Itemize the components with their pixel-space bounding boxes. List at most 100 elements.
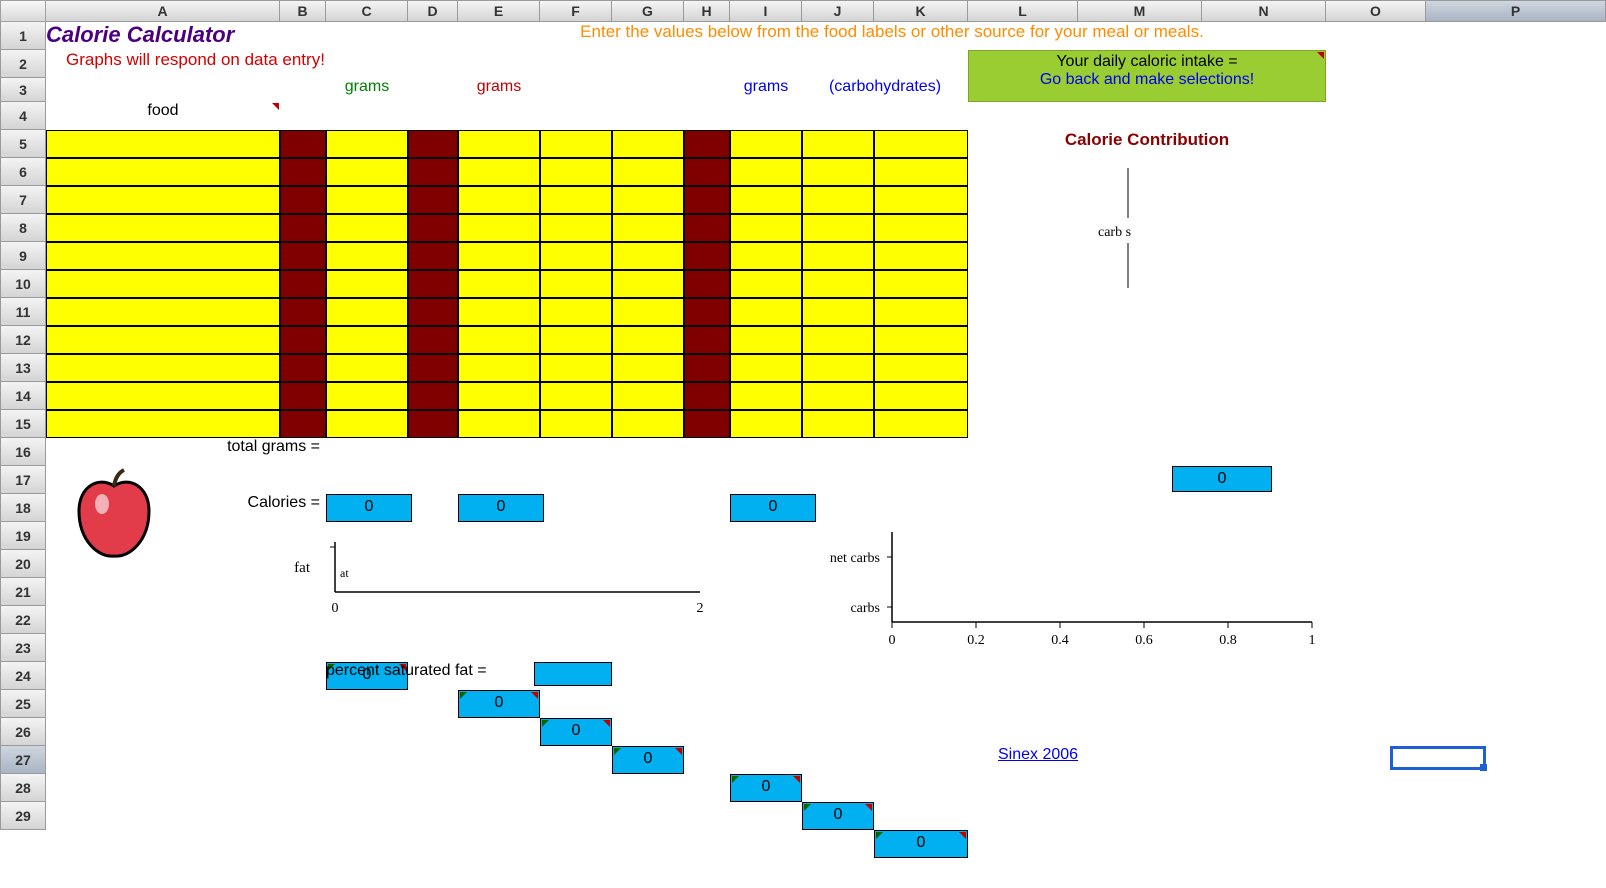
input-cell[interactable] <box>730 326 802 354</box>
input-cell[interactable] <box>874 354 968 382</box>
input-cell[interactable] <box>874 326 968 354</box>
input-cell[interactable] <box>612 214 684 242</box>
credit-link[interactable]: Sinex 2006 <box>998 746 1232 774</box>
input-cell[interactable] <box>612 242 684 270</box>
input-cell[interactable] <box>46 354 280 382</box>
col-header-B[interactable]: B <box>280 0 326 22</box>
row-header-10[interactable]: 10 <box>0 270 46 298</box>
input-cell[interactable] <box>326 270 408 298</box>
input-cell[interactable] <box>46 298 280 326</box>
input-cell[interactable] <box>326 186 408 214</box>
input-cell[interactable] <box>540 382 612 410</box>
input-cell[interactable] <box>730 298 802 326</box>
input-cell[interactable] <box>458 354 540 382</box>
input-cell[interactable] <box>802 242 874 270</box>
input-cell[interactable] <box>46 242 280 270</box>
input-cell[interactable] <box>612 298 684 326</box>
select-all-corner[interactable] <box>0 0 46 22</box>
col-header-K[interactable]: K <box>874 0 968 22</box>
input-cell[interactable] <box>540 186 612 214</box>
input-cell[interactable] <box>540 242 612 270</box>
input-cell[interactable] <box>874 382 968 410</box>
input-cell[interactable] <box>458 270 540 298</box>
input-cell[interactable] <box>458 298 540 326</box>
input-cell[interactable] <box>326 354 408 382</box>
input-cell[interactable] <box>540 158 612 186</box>
input-cell[interactable] <box>874 410 968 438</box>
input-cell[interactable] <box>540 298 612 326</box>
row-header-23[interactable]: 23 <box>0 634 46 662</box>
input-cell[interactable] <box>612 186 684 214</box>
row-header-14[interactable]: 14 <box>0 382 46 410</box>
row-header-24[interactable]: 24 <box>0 662 46 690</box>
input-cell[interactable] <box>874 214 968 242</box>
input-cell[interactable] <box>326 298 408 326</box>
row-header-5[interactable]: 5 <box>0 130 46 158</box>
input-cell[interactable] <box>730 354 802 382</box>
row-header-20[interactable]: 20 <box>0 550 46 578</box>
input-cell[interactable] <box>326 214 408 242</box>
input-cell[interactable] <box>874 186 968 214</box>
input-cell[interactable] <box>540 130 612 158</box>
row-header-28[interactable]: 28 <box>0 774 46 802</box>
input-cell[interactable] <box>326 158 408 186</box>
input-cell[interactable] <box>46 214 280 242</box>
row-header-1[interactable]: 1 <box>0 22 46 50</box>
input-cell[interactable] <box>458 186 540 214</box>
input-cell[interactable] <box>46 186 280 214</box>
input-cell[interactable] <box>46 270 280 298</box>
input-cell[interactable] <box>326 242 408 270</box>
input-cell[interactable] <box>612 382 684 410</box>
row-header-17[interactable]: 17 <box>0 466 46 494</box>
input-cell[interactable] <box>874 130 968 158</box>
row-header-8[interactable]: 8 <box>0 214 46 242</box>
input-cell[interactable] <box>802 410 874 438</box>
input-cell[interactable] <box>540 410 612 438</box>
input-cell[interactable] <box>458 214 540 242</box>
row-header-16[interactable]: 16 <box>0 438 46 466</box>
input-cell[interactable] <box>730 270 802 298</box>
input-cell[interactable] <box>874 270 968 298</box>
input-cell[interactable] <box>46 410 280 438</box>
input-cell[interactable] <box>612 270 684 298</box>
input-cell[interactable] <box>802 298 874 326</box>
row-header-11[interactable]: 11 <box>0 298 46 326</box>
input-cell[interactable] <box>46 158 280 186</box>
input-cell[interactable] <box>612 354 684 382</box>
col-header-A[interactable]: A <box>46 0 280 22</box>
col-header-M[interactable]: M <box>1078 0 1202 22</box>
col-header-J[interactable]: J <box>802 0 874 22</box>
col-header-I[interactable]: I <box>730 0 802 22</box>
row-header-9[interactable]: 9 <box>0 242 46 270</box>
selected-cell[interactable] <box>1390 746 1486 770</box>
input-cell[interactable] <box>730 242 802 270</box>
input-cell[interactable] <box>874 298 968 326</box>
row-header-6[interactable]: 6 <box>0 158 46 186</box>
input-cell[interactable] <box>730 410 802 438</box>
row-header-2[interactable]: 2 <box>0 50 46 78</box>
row-header-7[interactable]: 7 <box>0 186 46 214</box>
input-cell[interactable] <box>46 130 280 158</box>
input-cell[interactable] <box>458 410 540 438</box>
col-header-F[interactable]: F <box>540 0 612 22</box>
row-header-27[interactable]: 27 <box>0 746 46 774</box>
col-header-H[interactable]: H <box>684 0 730 22</box>
input-cell[interactable] <box>730 382 802 410</box>
col-header-D[interactable]: D <box>408 0 458 22</box>
col-header-C[interactable]: C <box>326 0 408 22</box>
grid-area[interactable]: Calorie CalculatorEnter the values below… <box>46 22 1606 888</box>
input-cell[interactable] <box>612 130 684 158</box>
input-cell[interactable] <box>540 270 612 298</box>
row-header-25[interactable]: 25 <box>0 690 46 718</box>
input-cell[interactable] <box>874 158 968 186</box>
row-header-15[interactable]: 15 <box>0 410 46 438</box>
input-cell[interactable] <box>458 326 540 354</box>
col-header-P[interactable]: P <box>1426 0 1606 22</box>
row-header-26[interactable]: 26 <box>0 718 46 746</box>
row-header-19[interactable]: 19 <box>0 522 46 550</box>
col-header-L[interactable]: L <box>968 0 1078 22</box>
input-cell[interactable] <box>326 410 408 438</box>
input-cell[interactable] <box>802 158 874 186</box>
row-header-3[interactable]: 3 <box>0 78 46 102</box>
row-header-4[interactable]: 4 <box>0 102 46 130</box>
